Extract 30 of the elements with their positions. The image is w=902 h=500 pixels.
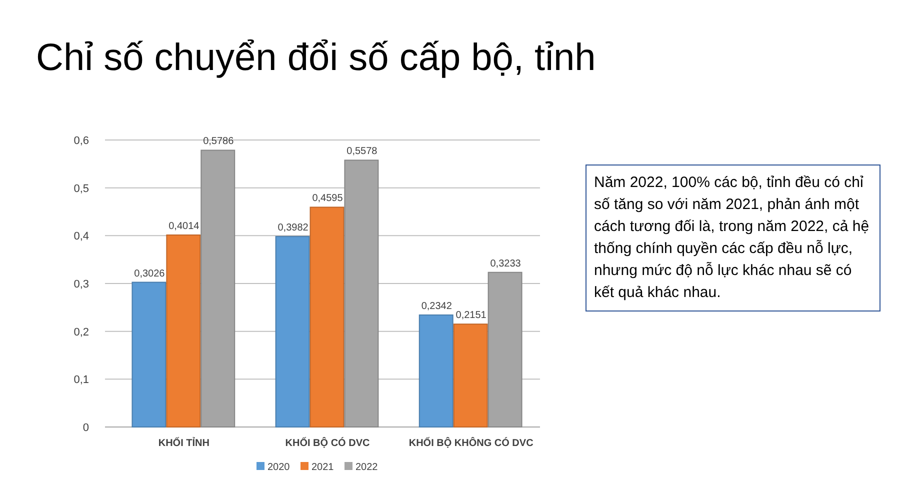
data-label: 0,2151 [456, 310, 487, 322]
bar [310, 206, 344, 428]
chart-title: Chỉ số chuyển đổi số cấp bộ, tỉnh [36, 37, 596, 79]
bar [418, 314, 454, 428]
data-label: 0,3233 [490, 258, 522, 270]
bar [166, 234, 201, 428]
data-label: 0,4014 [168, 220, 200, 232]
text: Năm 2022, 100% các bộ, tỉnh đều có chỉ số tăng so với năm 2021, phản ánh một cách tương đối là, trong năm 2022, cả hệ thống chính quyền các cấp đều nỗ lực, nhưng mức độ nỗ lực khác nhau sẽ có kết quả khác nhau. [594, 174, 870, 301]
data-label: 0,5578 [346, 146, 378, 158]
bar [132, 282, 166, 428]
y-tick-label: 0,5 [74, 182, 89, 195]
y-tick-label: 0,3 [74, 278, 89, 290]
y-tick-label: 0 [82, 422, 89, 434]
bar [453, 324, 488, 428]
x-tick-label: KHỐI BỘ CÓ DVC [285, 437, 370, 449]
x-tick-label: KHỐI TỈNH [158, 437, 210, 449]
y-tick-label: 0,1 [74, 374, 89, 386]
data-label: 0,3026 [134, 268, 166, 280]
legend-label: 2022 [356, 462, 378, 473]
legend-label: 2020 [268, 462, 290, 473]
legend-label: 2021 [312, 462, 334, 473]
y-tick-label: 0,4 [74, 230, 89, 243]
y-tick-label: 0,2 [74, 326, 89, 338]
x-tick-label: KHỐI BỘ KHÔNG CÓ DVC [408, 437, 534, 449]
y-tick-label: 0,6 [74, 135, 89, 147]
data-label: 0,4595 [312, 193, 344, 204]
bar [275, 236, 310, 428]
data-label: 0,3982 [278, 222, 309, 234]
data-label: 0,2342 [421, 300, 452, 312]
data-label: 0,5786 [203, 136, 234, 148]
